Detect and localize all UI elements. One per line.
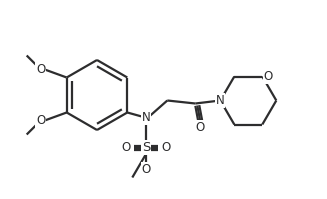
Text: O: O [162, 141, 171, 154]
Text: O: O [196, 121, 205, 134]
Text: O: O [142, 163, 151, 176]
Text: N: N [216, 94, 225, 107]
Text: N: N [142, 111, 151, 124]
Text: O: O [36, 114, 45, 127]
Text: S: S [142, 141, 150, 154]
Text: O: O [122, 141, 131, 154]
Text: O: O [264, 70, 273, 83]
Text: O: O [36, 63, 45, 76]
